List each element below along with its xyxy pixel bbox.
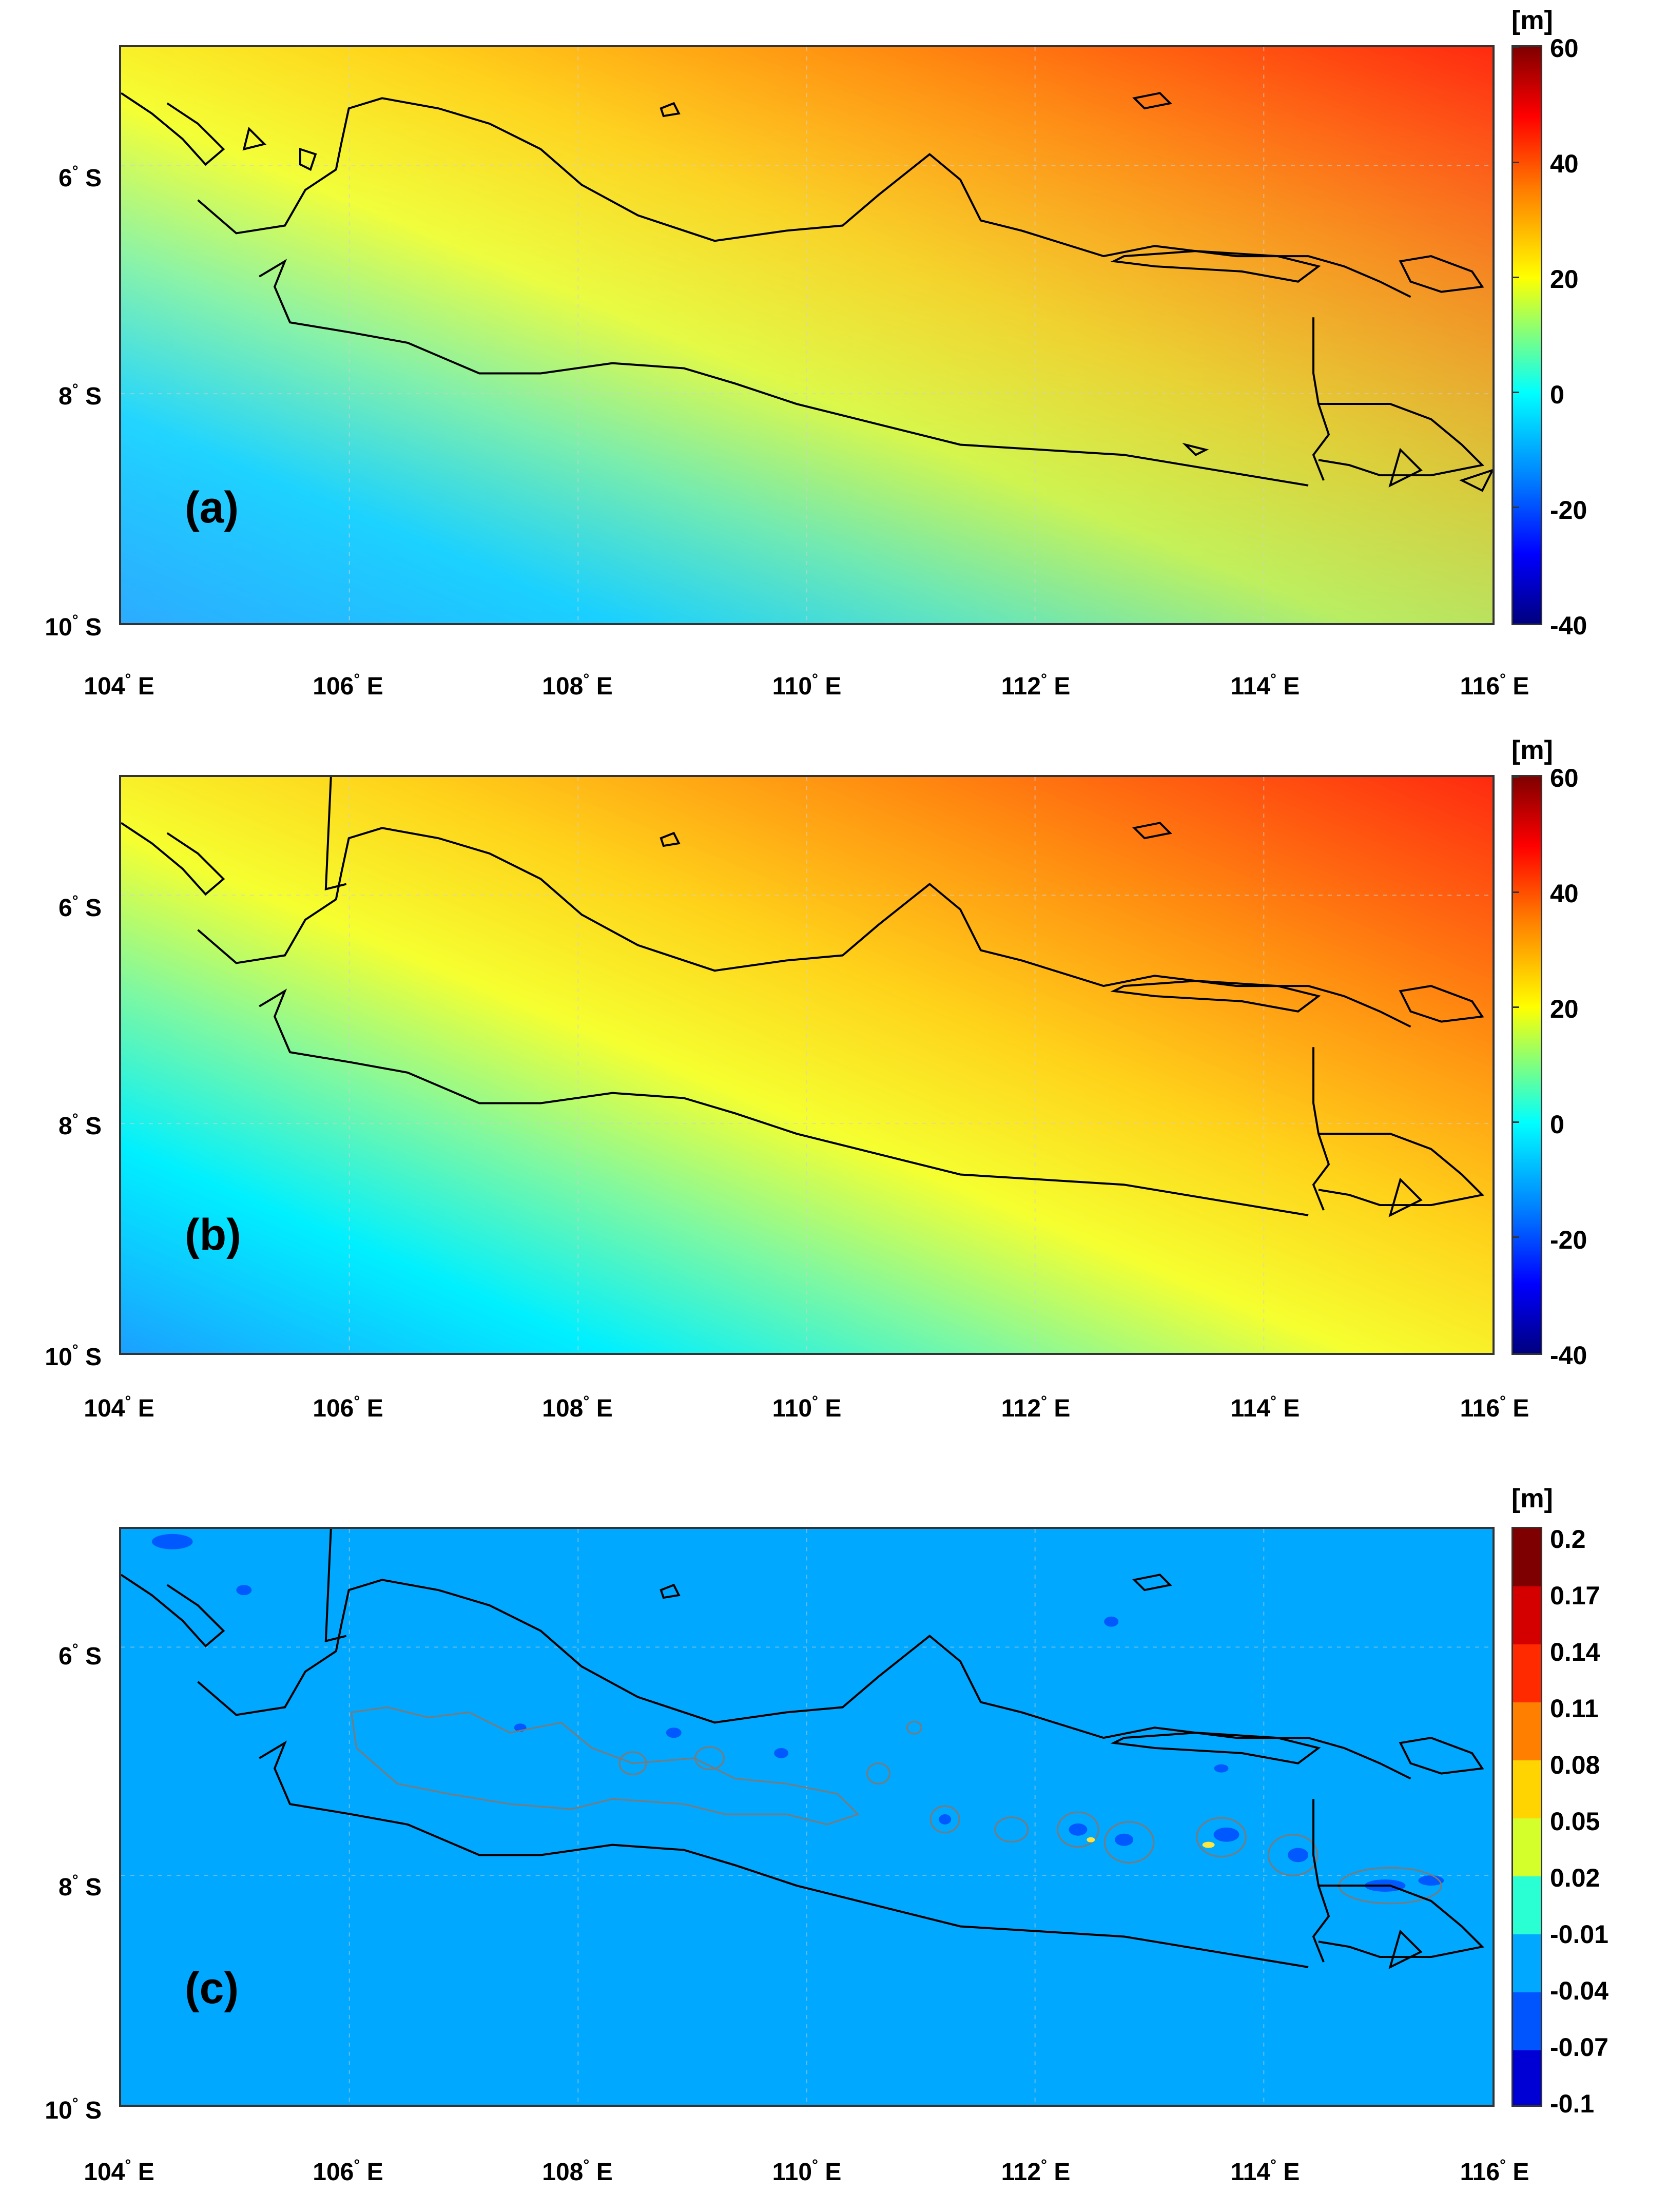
colorbar-b	[1511, 775, 1542, 1355]
lon-label: 116° E	[1460, 1393, 1529, 1422]
lon-label: 106° E	[313, 1393, 383, 1422]
lat-label: 10° S	[45, 1342, 102, 1371]
colorbar-c	[1511, 1527, 1542, 2107]
panel-b: [m]	[0, 730, 1667, 1459]
colorbar-tick: 0.02	[1550, 1864, 1600, 1892]
lon-label: 106° E	[313, 671, 383, 700]
colorbar-tick: 0.08	[1550, 1751, 1600, 1779]
lon-label: 108° E	[542, 1393, 613, 1422]
colorbar-tick: 20	[1550, 995, 1579, 1023]
colorbar-tick: -20	[1550, 496, 1587, 525]
lat-label: 8° S	[58, 381, 102, 410]
geoid-field-a	[121, 47, 1492, 623]
colorbar-tick: -40	[1550, 611, 1587, 640]
colorbar-tick: -0.1	[1550, 2089, 1595, 2118]
colorbar-unit-a: [m]	[1511, 6, 1553, 35]
colorbar-a	[1511, 45, 1542, 625]
colorbar-unit-b: [m]	[1511, 735, 1553, 765]
lon-label: 116° E	[1460, 671, 1529, 700]
lat-label: 6° S	[58, 892, 102, 922]
panel-letter-a: (a)	[185, 483, 239, 532]
colorbar-tick: 60	[1550, 764, 1579, 792]
lat-label: 6° S	[58, 163, 102, 192]
colorbar-tick: -0.01	[1550, 1920, 1608, 1949]
lon-label: 108° E	[542, 671, 613, 700]
map-c	[119, 1527, 1495, 2107]
panel-c: [m]	[0, 1483, 1667, 2212]
lat-label: 10° S	[45, 612, 102, 641]
lon-label: 104° E	[84, 1393, 154, 1422]
lat-label: 6° S	[58, 1641, 102, 1670]
lon-label: 106° E	[313, 2157, 383, 2186]
colorbar-tick: 0.14	[1550, 1638, 1600, 1666]
lon-label: 112° E	[1001, 1393, 1071, 1422]
colorbar-tick: 0.05	[1550, 1807, 1600, 1836]
colorbar-tick: 0.11	[1550, 1694, 1599, 1723]
lat-label: 8° S	[58, 1872, 102, 1901]
difference-field-c	[121, 1529, 1492, 2105]
colorbar-unit-c: [m]	[1511, 1484, 1553, 1514]
colorbar-tick: 40	[1550, 879, 1579, 908]
lon-label: 116° E	[1460, 2157, 1529, 2186]
lon-label: 104° E	[84, 671, 154, 700]
colorbar-tick: 0.17	[1550, 1581, 1600, 1610]
colorbar-tick: 60	[1550, 34, 1579, 63]
lon-label: 114° E	[1230, 2157, 1300, 2186]
lon-label: 110° E	[772, 671, 842, 700]
map-b	[119, 775, 1495, 1355]
colorbar-tick: 20	[1550, 265, 1579, 294]
colorbar-tick: 0	[1550, 1110, 1564, 1139]
lon-label: 114° E	[1230, 671, 1300, 700]
lat-label: 10° S	[45, 2095, 102, 2124]
lon-label: 114° E	[1230, 1393, 1300, 1422]
lon-label: 110° E	[772, 2157, 842, 2186]
colorbar-tick: -20	[1550, 1226, 1587, 1254]
panel-a: [m]	[0, 0, 1667, 729]
lon-label: 104° E	[84, 2157, 154, 2186]
colorbar-tick: -40	[1550, 1341, 1587, 1370]
colorbar-tick: 0	[1550, 380, 1564, 409]
lon-label: 112° E	[1001, 2157, 1071, 2186]
panel-letter-b: (b)	[185, 1210, 241, 1259]
geoid-field-b	[121, 777, 1492, 1353]
colorbar-tick: 0.2	[1550, 1525, 1586, 1554]
map-a	[119, 45, 1495, 625]
lon-label: 110° E	[772, 1393, 842, 1422]
lon-label: 108° E	[542, 2157, 613, 2186]
colorbar-tick: -0.04	[1550, 1976, 1608, 2005]
panel-letter-c: (c)	[185, 1964, 239, 2013]
lat-label: 8° S	[58, 1111, 102, 1140]
colorbar-tick: -0.07	[1550, 2033, 1608, 2062]
colorbar-tick: 40	[1550, 149, 1579, 178]
lon-label: 112° E	[1001, 671, 1071, 700]
